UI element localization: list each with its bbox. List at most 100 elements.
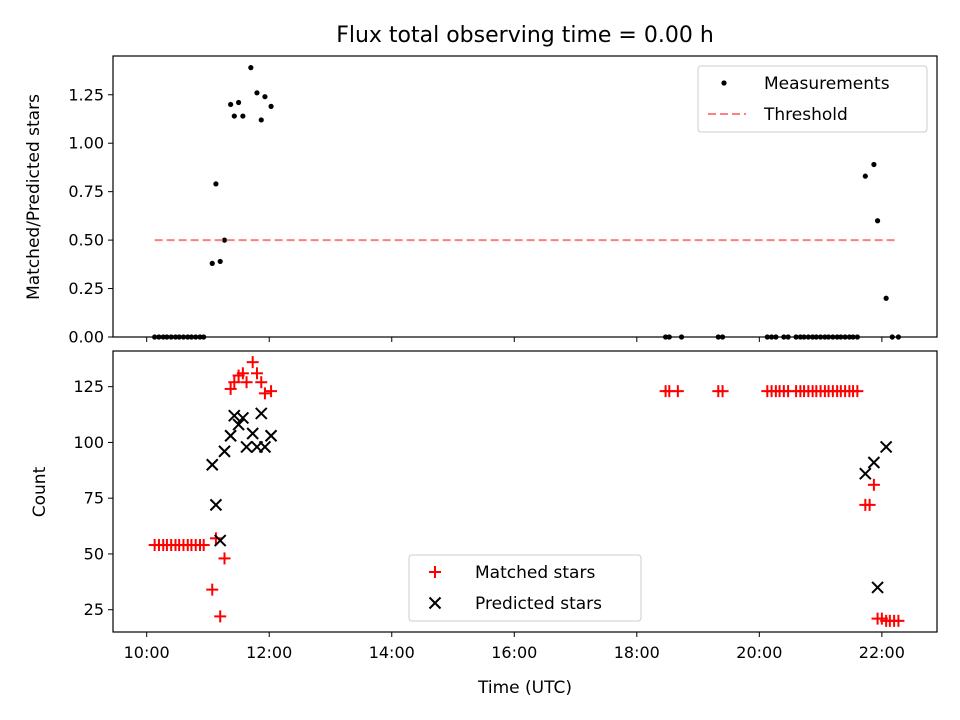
bottom-plus-point <box>258 387 271 400</box>
bottom-x-point-b <box>209 498 223 512</box>
bottom-x-point <box>218 445 231 458</box>
chart-title: Flux total observing time = 0.00 h <box>336 23 714 48</box>
top-dot-point <box>254 90 260 96</box>
top-dot-point <box>258 117 264 123</box>
bottom-plus-point <box>867 478 880 491</box>
bottom-legend-box <box>408 554 642 622</box>
bottom-legend-swatch-b <box>428 596 442 610</box>
bottom-plus-point <box>240 376 253 389</box>
bottom-x-point <box>255 407 268 420</box>
top-y-tick-label: 0.50 <box>68 231 104 250</box>
top-dot-point <box>221 237 228 243</box>
bottom-plus-point <box>892 614 905 627</box>
top-dot-point <box>862 173 868 179</box>
bottom-legend-swatch <box>428 596 442 610</box>
bottom-x-point-b <box>258 440 272 454</box>
bottom-plus-point <box>209 532 222 545</box>
top-dot-point <box>268 103 274 109</box>
top-y-tick-label: 0.75 <box>68 182 104 201</box>
bottom-axes-frame <box>112 350 938 633</box>
bottom-x-point <box>867 456 881 469</box>
bottom-x-point <box>236 411 250 425</box>
top-dot-point <box>231 113 237 119</box>
top-dot-point <box>235 99 242 106</box>
bottom-plus-point <box>236 367 249 380</box>
top-y-tick-label: 0.25 <box>68 279 104 298</box>
top-legend-label: Threshold <box>763 105 848 125</box>
bottom-x-point-b <box>214 534 227 547</box>
bottom-panel: 10:00 12:00 14:00 16:00 18:00 20:00 22:00 25 50 7… <box>73 350 938 662</box>
bottom-plus-point <box>265 385 278 398</box>
bottom-x-point <box>258 440 272 454</box>
bottom-plus-point <box>255 376 268 389</box>
bottom-legend-label: Predicted stars <box>475 594 602 614</box>
top-y-tick-label: 1.25 <box>68 85 104 104</box>
bottom-y-tick-label: 100 <box>73 433 104 452</box>
bottom-plus-point <box>197 539 210 552</box>
top-legend-box <box>697 65 928 133</box>
bottom-x-point-b <box>867 456 881 469</box>
bottom-y-tick-label: 75 <box>84 489 104 508</box>
bottom-x-point-b <box>871 581 884 594</box>
bottom-x-point-b <box>859 467 872 480</box>
top-dot-point <box>240 113 246 119</box>
bottom-x-point-b <box>246 427 259 440</box>
bottom-x-point <box>859 467 872 480</box>
bottom-x-tick-label: 12:00 <box>246 643 292 662</box>
bottom-x-point-b <box>240 440 253 454</box>
top-y-axis-label: Matched/Predicted stars <box>24 94 44 300</box>
bottom-x-tick-label: 22:00 <box>859 643 905 662</box>
top-legend-swatch <box>721 80 727 86</box>
bottom-legend-swatch <box>429 566 441 578</box>
bottom-legend: Matched stars Predicted stars <box>408 554 642 622</box>
bottom-x-point <box>871 581 884 594</box>
bottom-x-tick-label: 18:00 <box>614 643 660 662</box>
bottom-x-point-b <box>264 429 278 442</box>
bottom-plus-point <box>716 385 729 398</box>
bottom-x-point-b <box>879 440 893 454</box>
bottom-plus-point <box>851 385 864 398</box>
top-dot-point <box>217 258 223 265</box>
top-dot-point <box>874 218 881 224</box>
bottom-x-point-b <box>224 429 237 442</box>
top-dot-point <box>228 101 234 108</box>
top-dot-point <box>883 295 889 301</box>
bottom-x-point-b <box>232 418 245 431</box>
bottom-x-point <box>232 418 245 431</box>
bottom-x-point <box>224 429 237 442</box>
top-y-tick-label: 1.00 <box>68 134 104 153</box>
bottom-y-tick-label: 50 <box>84 544 104 563</box>
bottom-plus-point <box>206 583 219 596</box>
bottom-x-point-b <box>255 407 268 420</box>
bottom-x-point <box>206 458 219 471</box>
top-y-tick-label: 0.00 <box>68 328 104 347</box>
bottom-x-point <box>214 534 227 547</box>
bottom-y-tick-label: 125 <box>73 377 104 396</box>
top-panel: 0.00 0.25 0.50 0.75 1.00 1.25 Measurements Thre… <box>68 55 938 347</box>
bottom-x-point <box>246 427 259 440</box>
bottom-x-point-b <box>218 445 231 458</box>
top-dot-point <box>262 94 268 100</box>
bottom-plus-point <box>250 367 263 380</box>
bottom-plus-point <box>863 498 876 511</box>
bottom-x-tick-label: 10:00 <box>124 643 170 662</box>
top-axes-frame <box>112 55 938 338</box>
bottom-plus-point <box>224 382 237 395</box>
bottom-x-tick-label: 16:00 <box>491 643 537 662</box>
bottom-x-tick-label: 20:00 <box>736 643 782 662</box>
bottom-x-point <box>879 440 893 454</box>
bottom-legend-label: Matched stars <box>475 563 595 583</box>
top-dot-point <box>248 65 254 71</box>
bottom-x-point <box>240 440 253 454</box>
top-dot-point <box>209 260 215 266</box>
top-dot-point <box>871 161 877 168</box>
bottom-plus-point <box>246 356 259 369</box>
bottom-plus-point <box>671 385 684 398</box>
bottom-plus-point <box>214 610 227 623</box>
top-legend-label: Measurements <box>764 74 890 94</box>
bottom-y-axis-label: Count <box>30 466 50 517</box>
bottom-y-tick-label: 25 <box>84 600 104 619</box>
bottom-x-point <box>209 498 223 512</box>
bottom-plus-point <box>218 552 231 565</box>
